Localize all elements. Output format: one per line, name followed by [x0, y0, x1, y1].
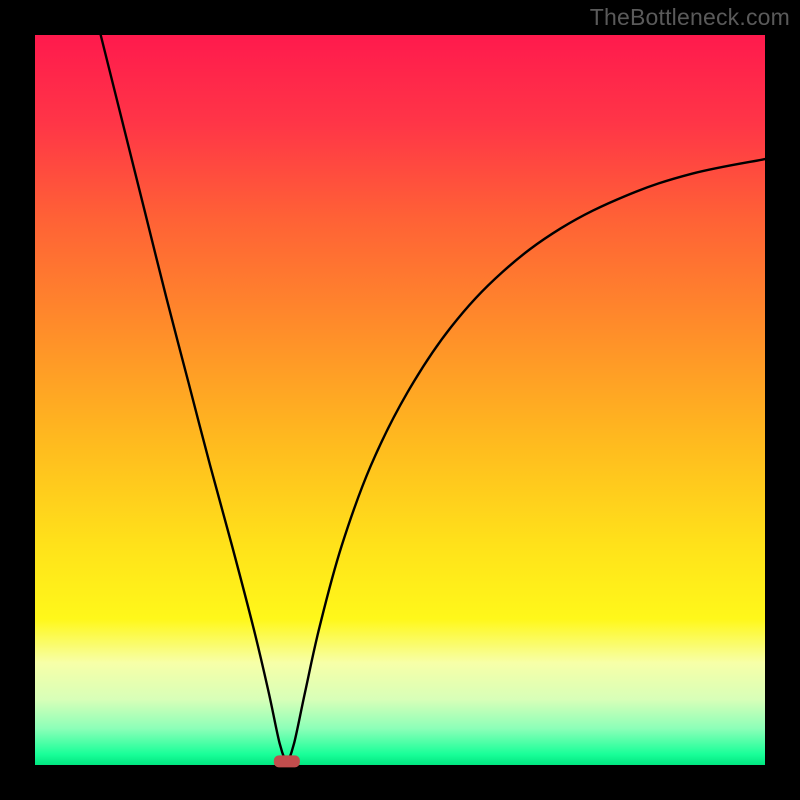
bottleneck-curve-chart	[0, 0, 800, 800]
watermark-text: TheBottleneck.com	[590, 4, 790, 31]
plot-gradient-background	[35, 35, 765, 765]
chart-container: TheBottleneck.com	[0, 0, 800, 800]
optimal-point-marker	[274, 755, 300, 767]
